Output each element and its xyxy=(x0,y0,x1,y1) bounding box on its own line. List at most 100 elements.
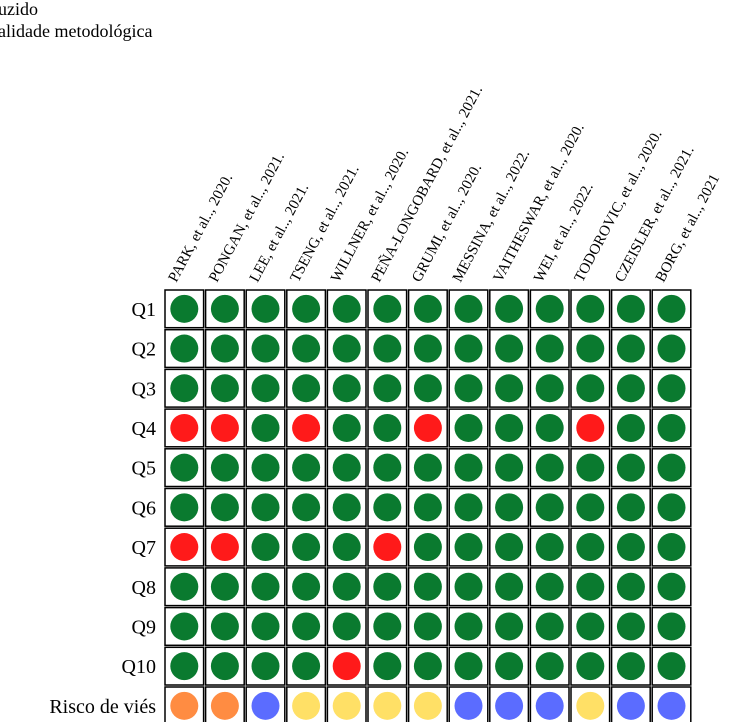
rating-dot xyxy=(657,493,686,522)
rating-dot xyxy=(373,652,402,681)
rating-dot xyxy=(454,493,483,522)
rating-dot xyxy=(332,533,361,562)
study-labels: PARK, et al.., 2020.PONGAN, et al.., 202… xyxy=(166,83,723,285)
rating-dot xyxy=(495,334,524,363)
rating-dot xyxy=(495,572,524,601)
rating-dot xyxy=(210,413,239,442)
rating-dot xyxy=(616,691,645,720)
rating-dot xyxy=(170,334,199,363)
rating-dot xyxy=(373,533,402,562)
rating-dot xyxy=(657,533,686,562)
rating-dot xyxy=(292,294,321,323)
rating-dot xyxy=(616,453,645,482)
rating-dot xyxy=(292,413,321,442)
study-label: CZEISLER, et al.., 2021. xyxy=(612,143,697,284)
rating-dot xyxy=(535,612,564,641)
rating-dot xyxy=(454,294,483,323)
rating-dot xyxy=(332,334,361,363)
rating-dot xyxy=(413,334,442,363)
rating-dot xyxy=(210,453,239,482)
rating-dot xyxy=(170,294,199,323)
study-label: WILLNER, et al.., 2020. xyxy=(328,146,412,285)
rating-dot xyxy=(373,493,402,522)
rating-dot xyxy=(332,294,361,323)
rating-dot xyxy=(292,533,321,562)
rating-dot xyxy=(495,493,524,522)
rating-dot xyxy=(657,453,686,482)
rating-dot xyxy=(170,612,199,641)
row-label: Q4 xyxy=(132,418,156,440)
rating-dot xyxy=(535,493,564,522)
rating-dot xyxy=(495,453,524,482)
rating-dot xyxy=(454,374,483,403)
rating-dot xyxy=(373,294,402,323)
rating-dot xyxy=(495,612,524,641)
rating-dot xyxy=(495,374,524,403)
row-label: Q9 xyxy=(132,616,156,638)
rating-dot xyxy=(454,334,483,363)
rating-dot xyxy=(210,612,239,641)
rating-dot xyxy=(576,691,605,720)
rating-dot xyxy=(373,691,402,720)
rating-dot xyxy=(413,652,442,681)
rating-dot xyxy=(576,374,605,403)
rating-dot xyxy=(454,533,483,562)
rating-dot xyxy=(170,493,199,522)
rating-dot xyxy=(170,533,199,562)
rating-dot xyxy=(535,533,564,562)
rating-dot xyxy=(535,413,564,442)
rating-dot xyxy=(373,334,402,363)
rating-dot xyxy=(332,572,361,601)
rating-dot xyxy=(495,652,524,681)
row-label: Q10 xyxy=(122,656,156,678)
rating-dot xyxy=(657,652,686,681)
rating-dot xyxy=(373,413,402,442)
rating-dot xyxy=(251,691,280,720)
rating-dot xyxy=(495,691,524,720)
rating-dot xyxy=(535,334,564,363)
study-label: PONGAN, et al.., 2021. xyxy=(206,150,288,285)
rating-dot xyxy=(454,691,483,720)
rating-dot xyxy=(292,374,321,403)
rating-dot xyxy=(210,334,239,363)
rating-dot xyxy=(616,334,645,363)
row-label: Q8 xyxy=(132,577,156,599)
rating-dot xyxy=(170,572,199,601)
rating-dot xyxy=(576,612,605,641)
rating-dot xyxy=(576,652,605,681)
rating-dot xyxy=(657,294,686,323)
rating-dot xyxy=(535,453,564,482)
rating-dot xyxy=(373,612,402,641)
rating-dot xyxy=(292,612,321,641)
rating-dot xyxy=(292,453,321,482)
rating-dot xyxy=(535,572,564,601)
rating-dot xyxy=(535,294,564,323)
rating-dot xyxy=(657,374,686,403)
rating-dot xyxy=(210,572,239,601)
rating-dot xyxy=(210,493,239,522)
rating-dot xyxy=(454,572,483,601)
cells xyxy=(164,289,692,722)
rating-dot xyxy=(373,572,402,601)
rating-dot xyxy=(535,652,564,681)
rating-dot xyxy=(616,612,645,641)
row-labels: Q1 Q2 Q3 Q4 Q5 Q6 Q7 Q8 Q9 Q10 Risco de viés xyxy=(49,299,156,718)
rating-dot xyxy=(251,413,280,442)
row-label: Q7 xyxy=(132,537,156,559)
rating-dot xyxy=(576,334,605,363)
rating-dot xyxy=(373,374,402,403)
rating-dot xyxy=(210,533,239,562)
rating-dot xyxy=(251,453,280,482)
study-label: MESSINA, et al.., 2022. xyxy=(450,147,533,285)
rating-dot xyxy=(657,691,686,720)
rating-dot xyxy=(251,294,280,323)
rating-dot xyxy=(657,572,686,601)
rating-dot xyxy=(413,413,442,442)
rating-dot xyxy=(413,493,442,522)
rating-dot xyxy=(616,413,645,442)
row-label: Q3 xyxy=(132,378,156,400)
rating-dot xyxy=(576,453,605,482)
rating-dot xyxy=(210,691,239,720)
rating-dot xyxy=(413,294,442,323)
